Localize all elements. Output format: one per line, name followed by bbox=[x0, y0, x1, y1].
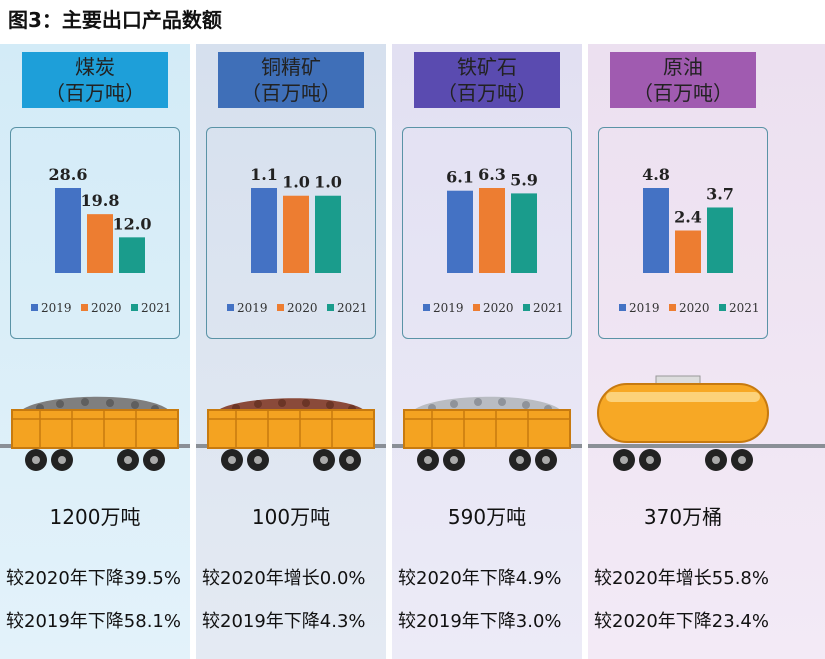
copper-bar-2020 bbox=[283, 195, 309, 273]
coal-value-label-2021: 12.0 bbox=[113, 214, 152, 233]
crude-oil-value-label-2021: 3.7 bbox=[706, 184, 734, 203]
coal-legend-label-2021: 2021 bbox=[141, 301, 172, 315]
coal-value-label-2019: 28.6 bbox=[49, 165, 88, 184]
iron-ore-header-unit: （百万吨） bbox=[437, 81, 537, 105]
crude-oil-amount: 370万桶 bbox=[643, 505, 723, 529]
crude-oil-legend-swatch-2021 bbox=[719, 304, 726, 311]
copper-legend-swatch-2021 bbox=[327, 304, 334, 311]
iron-ore-legend-swatch-2020 bbox=[473, 304, 480, 311]
crude-oil-value-label-2019: 4.8 bbox=[642, 165, 670, 184]
crude-oil-header: 原油 （百万吨） bbox=[610, 52, 756, 108]
coal-legend-label-2020: 2020 bbox=[91, 301, 122, 315]
coal-bar-2019 bbox=[55, 188, 81, 273]
figure-title: 图3：主要出口产品数额 bbox=[8, 8, 222, 32]
iron-ore-bar-2021 bbox=[511, 193, 537, 273]
coal-bar-2021 bbox=[119, 237, 145, 273]
coal-change-2020: 较2020年下降39.5% bbox=[6, 568, 181, 589]
iron-ore-bar-chart: 6.1 6.3 5.9 2019 2020 2021 bbox=[423, 165, 564, 315]
crude-oil-value-label-2020: 2.4 bbox=[674, 208, 702, 227]
tank-car-icon bbox=[588, 375, 825, 471]
crude-oil-bar-2019 bbox=[643, 188, 669, 273]
iron-ore-wagon-icon bbox=[392, 396, 582, 471]
copper-bar-2019 bbox=[251, 188, 277, 273]
crude-oil-chart-panel: 4.8 2.4 3.7 2019 2020 2021 bbox=[598, 127, 768, 339]
crude-oil-legend-swatch-2020 bbox=[669, 304, 676, 311]
iron-ore-value-label-2020: 6.3 bbox=[478, 165, 506, 184]
coal-bar-chart: 28.6 19.8 12.0 2019 2020 2021 bbox=[31, 165, 172, 315]
copper-change-2020: 较2020年增长0.0% bbox=[202, 568, 366, 589]
coal-legend-swatch-2020 bbox=[81, 304, 88, 311]
coal-chart-panel: 28.6 19.8 12.0 2019 2020 2021 bbox=[10, 127, 180, 339]
coal-legend-swatch-2019 bbox=[31, 304, 38, 311]
iron-ore-header-title: 铁矿石 bbox=[457, 55, 517, 79]
iron-ore-change-2019: 较2019年下降3.0% bbox=[398, 611, 562, 632]
copper-chart-panel: 1.1 1.0 1.0 2019 2020 2021 bbox=[206, 127, 376, 339]
copper-column: 铜精矿 （百万吨） 1.1 1.0 1.0 2019 2020 2021 100万吨 较2… bbox=[196, 44, 386, 659]
iron-ore-legend-label-2019: 2019 bbox=[433, 301, 464, 315]
crude-oil-legend-label-2020: 2020 bbox=[679, 301, 710, 315]
copper-legend-swatch-2019 bbox=[227, 304, 234, 311]
crude-oil-legend-label-2019: 2019 bbox=[629, 301, 660, 315]
iron-ore-legend-label-2020: 2020 bbox=[483, 301, 514, 315]
coal-bar-2020 bbox=[87, 214, 113, 273]
coal-amount: 1200万吨 bbox=[49, 505, 141, 529]
copper-header-title: 铜精矿 bbox=[261, 55, 321, 79]
copper-bar-2021 bbox=[315, 195, 341, 273]
copper-legend-label-2020: 2020 bbox=[287, 301, 318, 315]
iron-ore-legend-swatch-2021 bbox=[523, 304, 530, 311]
iron-ore-chart-panel: 6.1 6.3 5.9 2019 2020 2021 bbox=[402, 127, 572, 339]
copper-change-2019: 较2019年下降4.3% bbox=[202, 611, 366, 632]
iron-ore-column: 铁矿石 （百万吨） 6.1 6.3 5.9 2019 2020 2021 590万吨 较2… bbox=[392, 44, 582, 659]
iron-ore-change-2020: 较2020年下降4.9% bbox=[398, 568, 562, 589]
copper-header: 铜精矿 （百万吨） bbox=[218, 52, 364, 108]
iron-ore-amount: 590万吨 bbox=[447, 505, 527, 529]
crude-oil-header-title: 原油 bbox=[663, 55, 703, 79]
crude-oil-change-2020-increase: 较2020年增长55.8% bbox=[594, 568, 769, 589]
copper-value-label-2020: 1.0 bbox=[282, 173, 310, 192]
crude-oil-bar-2020 bbox=[675, 230, 701, 273]
coal-column: 煤炭 （百万吨） 28.6 19.8 12.0 2019 2020 2021 1200万吨… bbox=[0, 44, 190, 659]
coal-header-title: 煤炭 bbox=[75, 55, 115, 79]
copper-amount: 100万吨 bbox=[251, 505, 331, 529]
iron-ore-legend-swatch-2019 bbox=[423, 304, 430, 311]
coal-header: 煤炭 （百万吨） bbox=[22, 52, 168, 108]
crude-oil-legend-swatch-2019 bbox=[619, 304, 626, 311]
crude-oil-column: 原油 （百万吨） 4.8 2.4 3.7 2019 2020 2021 370万桶 较20… bbox=[588, 44, 825, 659]
copper-header-unit: （百万吨） bbox=[241, 81, 341, 105]
copper-wagon-icon bbox=[196, 398, 386, 471]
iron-ore-bar-2020 bbox=[479, 188, 505, 273]
crude-oil-bar-2021 bbox=[707, 207, 733, 273]
copper-legend-label-2019: 2019 bbox=[237, 301, 268, 315]
crude-oil-bar-chart: 4.8 2.43.7 2019 2020 2021 bbox=[619, 165, 760, 315]
copper-legend-swatch-2020 bbox=[277, 304, 284, 311]
coal-value-label-2020: 19.8 bbox=[81, 191, 120, 210]
iron-ore-value-label-2021: 5.9 bbox=[510, 170, 538, 189]
coal-legend-swatch-2021 bbox=[131, 304, 138, 311]
iron-ore-bar-2019 bbox=[447, 190, 473, 273]
copper-legend-label-2021: 2021 bbox=[337, 301, 368, 315]
iron-ore-legend-label-2021: 2021 bbox=[533, 301, 564, 315]
coal-legend-label-2019: 2019 bbox=[41, 301, 72, 315]
iron-ore-value-label-2019: 6.1 bbox=[446, 168, 474, 187]
iron-ore-header: 铁矿石 （百万吨） bbox=[414, 52, 560, 108]
crude-oil-header-unit: （百万吨） bbox=[633, 81, 733, 105]
crude-oil-change-2020-decrease: 较2020年下降23.4% bbox=[594, 611, 769, 632]
crude-oil-legend-label-2021: 2021 bbox=[729, 301, 760, 315]
coal-change-2019: 较2019年下降58.1% bbox=[6, 611, 181, 632]
coal-header-unit: （百万吨） bbox=[45, 81, 145, 105]
copper-value-label-2019: 1.1 bbox=[250, 165, 278, 184]
copper-value-label-2021: 1.0 bbox=[314, 173, 342, 192]
coal-wagon-icon bbox=[0, 396, 190, 471]
